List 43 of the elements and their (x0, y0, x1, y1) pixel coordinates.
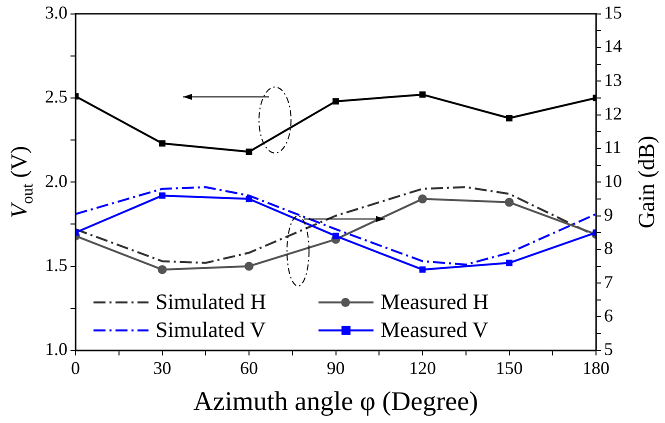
point (246, 196, 252, 202)
x-tick-label: 120 (409, 358, 436, 378)
point (418, 194, 427, 204)
y-tick-label: 1.5 (45, 254, 68, 275)
legend-label: Measured H (380, 289, 489, 314)
x-tick-label: 180 (582, 358, 610, 378)
y2-tick-label: 7 (604, 272, 613, 292)
y2-tick-label: 12 (604, 104, 622, 124)
y2-tick-label: 15 (604, 2, 622, 23)
y-tick-label: 2.5 (45, 86, 68, 107)
point (419, 91, 426, 98)
point (504, 198, 514, 207)
x-tick-label: 0 (71, 358, 80, 378)
point (332, 232, 339, 240)
legend-label: Measured V (380, 317, 488, 342)
legend-label: Simulated V (156, 317, 266, 342)
y-tick-label: 2.0 (45, 170, 68, 191)
point (159, 192, 166, 199)
point (244, 262, 254, 271)
y2-tick-label: 6 (604, 305, 613, 326)
legend-label: Simulated H (156, 289, 266, 314)
x-tick-label: 150 (496, 358, 523, 378)
point (158, 265, 167, 274)
point (246, 148, 252, 155)
y2-tick-label: 13 (604, 70, 622, 90)
point (332, 98, 339, 104)
y2-tick-label: 14 (604, 36, 622, 56)
x-axis-title: Azimuth angle φ (Degree) (193, 386, 478, 418)
y-tick-label: 1.0 (45, 339, 68, 360)
point (506, 114, 512, 122)
y2-tick-label: 9 (604, 204, 613, 224)
y-tick-label: 3.0 (45, 2, 68, 23)
point (506, 260, 512, 266)
y2-axis-title: Gain (dB) (634, 136, 660, 228)
y2-tick-label: 5 (604, 339, 613, 360)
y2-tick-label: 11 (604, 137, 622, 158)
y2-tick-label: 10 (604, 170, 622, 191)
point (159, 140, 166, 147)
y2-tick-label: 8 (604, 238, 613, 258)
x-tick-label: 90 (326, 358, 345, 378)
x-tick-label: 30 (153, 358, 172, 378)
point (419, 266, 426, 273)
x-tick-label: 60 (240, 358, 258, 378)
